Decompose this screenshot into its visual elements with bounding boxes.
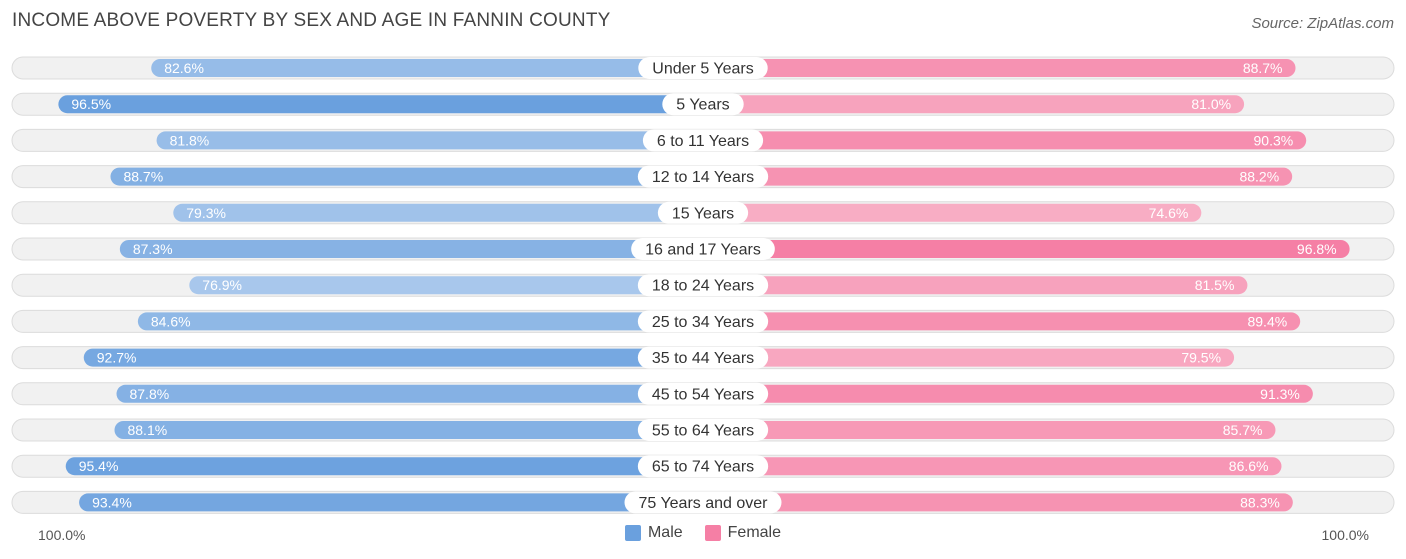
legend-item-female[interactable]: Female [704,524,782,542]
data-label-female: 90.3% [1254,132,1294,148]
bar-male [156,131,704,150]
legend-item-male[interactable]: Male [624,524,683,542]
chart-title: INCOME ABOVE POVERTY BY SEX AND AGE IN F… [12,10,611,31]
legend-swatch-male [624,525,641,541]
legend-label-female: Female [727,524,782,541]
bar-female [703,59,1296,77]
category-pill [662,93,744,116]
data-label-male: 95.4% [79,458,119,474]
category-pill [637,382,769,405]
data-label-female: 96.8% [1297,241,1337,257]
category-label: 65 to 74 Years [652,459,754,476]
bar-female [703,457,1282,476]
bar-male [173,203,703,222]
data-label-male: 87.8% [129,386,169,402]
bar-male [189,276,704,295]
bar-male [110,167,703,186]
bar-female [703,312,1301,331]
data-label-male: 79.3% [186,205,226,221]
category-label: 18 to 24 Years [652,278,754,295]
data-label-female: 74.6% [1149,205,1189,221]
bar-male [137,312,703,331]
category-label: 5 Years [676,97,729,114]
bar-female [703,167,1293,186]
category-pill [624,491,782,514]
bar-male [119,240,703,258]
bar-male [114,421,703,439]
bar-female [703,493,1293,512]
bar-male [83,348,704,367]
bar-female [703,95,1245,114]
category-label: 25 to 34 Years [652,314,754,331]
data-label-male: 88.7% [123,169,163,185]
data-label-female: 89.4% [1247,313,1287,329]
data-label-female: 86.6% [1229,458,1269,474]
data-label-female: 91.3% [1260,386,1300,402]
data-label-male: 76.9% [202,277,242,293]
axis-right-label: 100.0% [1321,527,1369,543]
axis-left-label: 100.0% [38,527,86,543]
category-label: 35 to 44 Years [652,350,754,367]
legend-swatch-female [704,525,721,541]
bar-male [58,95,703,114]
bar-female [703,203,1202,222]
category-pill [638,57,768,79]
data-label-male: 81.8% [170,132,210,148]
bar-male [65,457,703,476]
category-label: 45 to 54 Years [652,386,754,403]
category-label: 75 Years and over [639,495,769,512]
data-label-male: 82.6% [164,60,204,76]
bar-male [79,493,703,512]
category-pill [637,274,769,297]
category-pill [631,238,775,260]
legend: Male Female [0,524,1406,542]
data-label-male: 84.6% [151,313,191,329]
category-label: 6 to 11 Years [657,133,749,150]
data-label-female: 88.2% [1239,169,1279,185]
bar-male [151,59,703,77]
bar-female [703,384,1313,403]
category-pill [657,201,749,224]
category-label: 55 to 64 Years [652,423,754,440]
source-credit: Source: ZipAtlas.com [1251,15,1394,32]
category-label: Under 5 Years [652,61,753,78]
data-label-male: 96.5% [71,96,111,112]
category-pill [637,310,769,333]
category-pill [637,419,769,441]
data-label-female: 79.5% [1181,350,1221,366]
data-label-male: 93.4% [92,494,132,510]
data-label-male: 88.1% [127,422,167,438]
category-label: 15 Years [672,205,734,222]
category-pill [637,346,769,369]
data-label-male: 87.3% [133,241,173,257]
category-pill [637,165,769,188]
bar-female [703,131,1307,150]
category-pill [637,455,769,478]
legend-label-male: Male [647,524,683,541]
bar-female [703,421,1276,439]
bar-female [703,276,1248,295]
bar-female [703,240,1350,258]
data-label-female: 88.3% [1240,494,1280,510]
bar-female [703,348,1235,367]
category-pill [642,129,764,152]
data-label-female: 81.0% [1191,96,1231,112]
bar-male [116,384,704,403]
data-label-female: 85.7% [1223,422,1263,438]
category-label: 12 to 14 Years [652,169,754,186]
category-label: 16 and 17 Years [645,242,761,259]
data-label-female: 88.7% [1243,60,1283,76]
data-label-male: 92.7% [97,350,137,366]
data-label-female: 81.5% [1195,277,1235,293]
